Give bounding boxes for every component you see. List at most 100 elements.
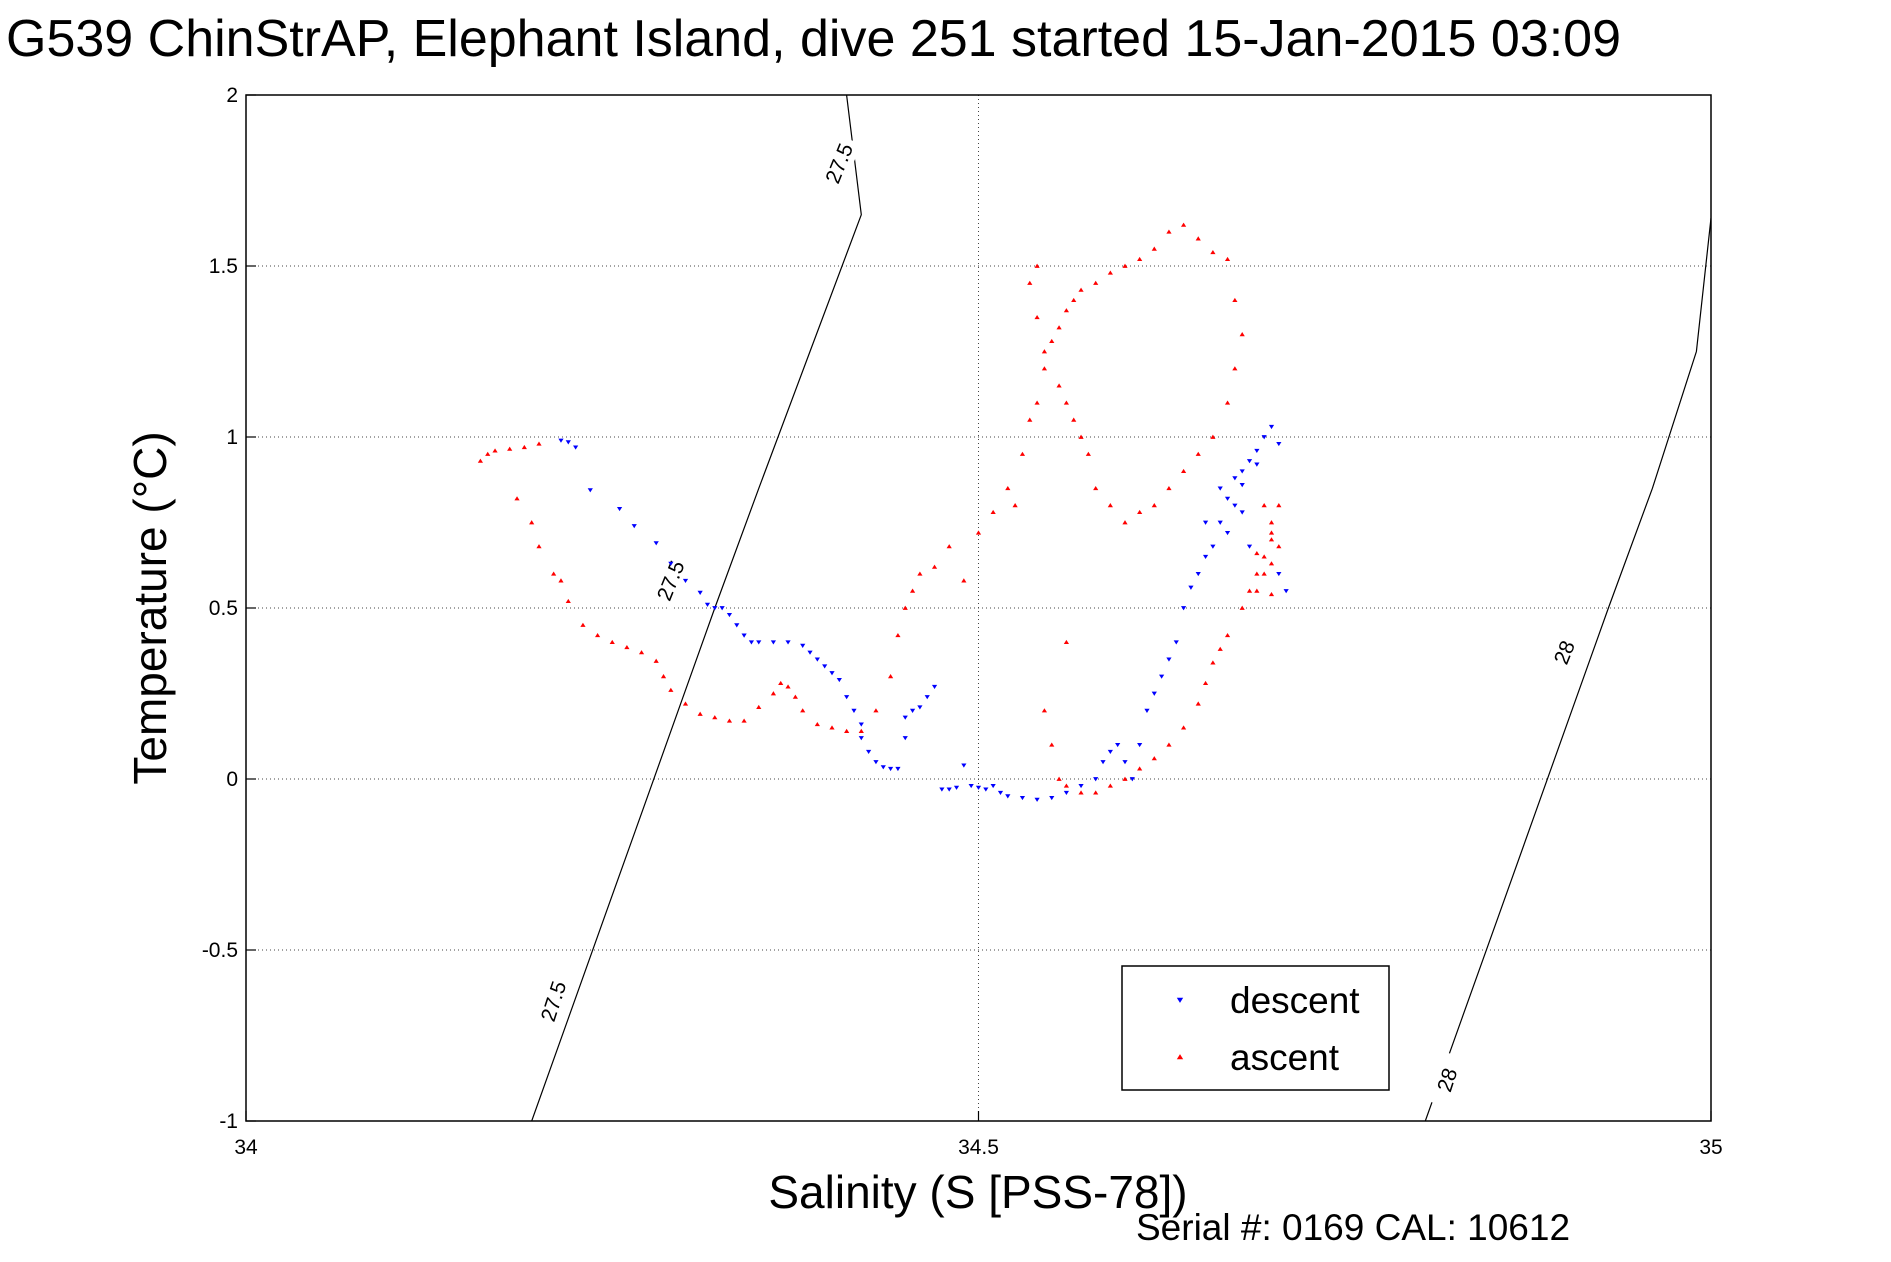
ascent-point-116 [1254, 588, 1260, 593]
ascent-point-15 [624, 644, 630, 650]
ascent-point-51 [1041, 366, 1048, 371]
ascent-point-5 [536, 441, 542, 446]
ascent-point-38 [902, 605, 908, 610]
descent-point-38 [917, 705, 923, 710]
descent-point-78 [1254, 448, 1260, 454]
ascent-point-92 [1056, 776, 1062, 781]
ascent-point-86 [1034, 314, 1040, 320]
descent-point-23 [822, 664, 828, 669]
ascent-point-115 [1261, 571, 1267, 576]
descent-point-59 [1115, 742, 1121, 748]
ascent-point-70 [1224, 400, 1231, 405]
descent-point-47 [983, 787, 989, 792]
ascent-point-11 [565, 598, 571, 603]
descent-point-36 [902, 715, 908, 720]
ascent-point-2 [492, 448, 498, 453]
legend-marker-descent [1176, 997, 1184, 1003]
ascent-point-52 [1049, 338, 1055, 344]
ascent-point-20 [682, 701, 689, 706]
descent-point-80 [1268, 424, 1275, 430]
ascent-point-4 [521, 444, 527, 450]
descent-point-33 [888, 766, 894, 772]
y-tick-label-1: -0.5 [202, 939, 238, 962]
ascent-point-36 [888, 674, 894, 679]
ascent-point-6 [514, 496, 520, 501]
ascent-point-49 [1027, 417, 1033, 422]
ascent-point-112 [1268, 520, 1275, 525]
ascent-point-64 [1195, 236, 1201, 241]
ascent-point-108 [1246, 588, 1253, 593]
ascent-point-57 [1093, 280, 1099, 285]
descent-point-17 [756, 640, 762, 645]
ascent-point-46 [1005, 485, 1011, 491]
descent-point-11 [712, 606, 718, 611]
ascent-point-0 [477, 458, 483, 463]
descent-point-27 [851, 708, 857, 713]
ascent-point-27 [778, 680, 784, 686]
ascent-point-110 [1261, 554, 1267, 559]
y-tick-label-3: 0.5 [209, 597, 238, 620]
ascent-point-91 [1049, 742, 1055, 747]
ascent-point-85 [1041, 349, 1048, 354]
descent-point-79 [1261, 435, 1267, 440]
grid [245, 94, 1712, 1122]
descent-point-14 [734, 623, 740, 628]
descent-point-2 [573, 445, 579, 450]
x-tick-labels: 34 34.5 35 [234, 1111, 1723, 1159]
descent-point-67 [1173, 640, 1179, 645]
ascent-point-68 [1239, 332, 1245, 337]
ascent-point-55 [1071, 297, 1077, 303]
descent-point-52 [1034, 797, 1040, 802]
ascent-point-82 [1071, 417, 1077, 422]
legend-marker-ascent [1176, 1054, 1184, 1060]
ascent-point-93 [1063, 783, 1069, 788]
descent-point-61 [1129, 777, 1135, 782]
ascent-point-75 [1151, 503, 1157, 508]
descent-point-53 [1049, 795, 1055, 801]
ascent-point-99 [1151, 756, 1157, 761]
descent-point-83 [1276, 442, 1282, 447]
descent-point-43 [953, 785, 960, 790]
contour-label-bg-0 [817, 134, 862, 193]
ascent-point-54 [1063, 308, 1069, 313]
legend-box [1121, 965, 1390, 1091]
descent-point-0 [558, 438, 564, 443]
ascent-point-50 [1034, 400, 1040, 405]
contour-label-2: 27.5 [537, 978, 572, 1024]
legend-label-descent: descent [1230, 980, 1360, 1021]
descent-point-82 [1283, 589, 1289, 594]
descent-point-16 [748, 640, 755, 645]
descent-point-64 [1151, 691, 1157, 696]
ascent-point-102 [1195, 701, 1201, 706]
chart-title: G539 ChinStrAP, Elephant Island, dive 25… [6, 10, 1621, 68]
ascent-point-60 [1137, 256, 1143, 261]
ascent-point-13 [595, 633, 601, 638]
ascent-point-80 [1085, 451, 1091, 456]
ascent-point-8 [536, 544, 542, 549]
ascent-point-103 [1202, 680, 1209, 686]
y-tick-label-4: 1 [226, 426, 238, 449]
ascent-point-106 [1224, 633, 1231, 638]
ascent-point-98 [1137, 766, 1143, 771]
ascent-point-9 [551, 571, 557, 576]
descent-point-34 [895, 766, 901, 772]
descent-point-88 [1202, 520, 1209, 525]
ascent-point-17 [653, 658, 659, 663]
ascent-point-25 [756, 704, 762, 709]
descent-point-91 [1239, 510, 1245, 515]
descent-point-71 [1202, 554, 1209, 560]
ascent-point-35 [873, 708, 879, 713]
descent-point-48 [990, 784, 996, 789]
ascent-point-18 [660, 674, 667, 679]
descent-point-73 [1217, 520, 1223, 525]
descent-point-32 [880, 765, 886, 770]
ascent-point-94 [1078, 790, 1084, 795]
data-points [477, 222, 1289, 802]
ascent-point-24 [741, 718, 747, 723]
descent-point-9 [697, 590, 703, 595]
density-contours [531, 95, 1711, 1121]
ascent-point-84 [1056, 383, 1062, 388]
ascent-point-107 [1239, 605, 1245, 610]
ascent-point-105 [1217, 646, 1223, 651]
ascent-point-66 [1224, 256, 1231, 261]
